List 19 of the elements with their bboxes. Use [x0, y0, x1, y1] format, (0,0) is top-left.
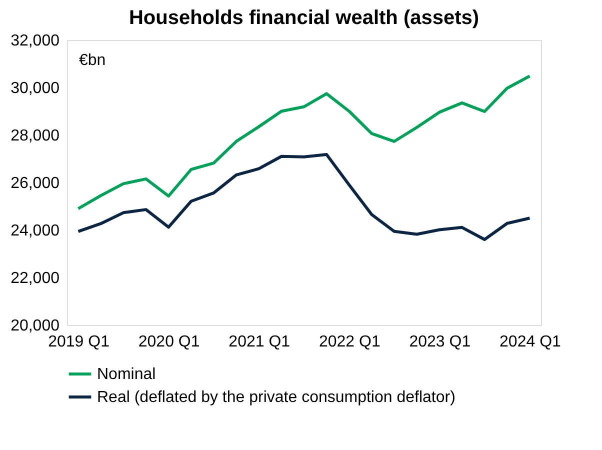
x-tick-label: 2023 Q1 [409, 334, 471, 350]
y-tick-label: 26,000 [10, 175, 60, 192]
line-series [76, 74, 532, 210]
y-tick-label: 32,000 [10, 32, 60, 50]
y-tick-label: 24,000 [10, 222, 60, 240]
x-tick-label: 2022 Q1 [318, 334, 380, 350]
chart-title: Households financial wealth (assets) [128, 7, 480, 29]
x-tick-label: 2021 Q1 [228, 334, 290, 350]
legend-label: Nominal [97, 366, 156, 383]
y-axis-title: €bn [79, 52, 106, 69]
line-series [76, 152, 532, 241]
y-tick-label: 20,000 [10, 318, 60, 334]
y-tick-label: 22,000 [10, 270, 60, 287]
x-tick-label: 2020 Q1 [138, 334, 200, 350]
y-tick-label: 28,000 [10, 128, 60, 144]
y-tick-label: 30,000 [10, 80, 60, 97]
x-tick-label: 2019 Q1 [48, 334, 110, 350]
legend-label: Real (deflated by the private consumption deflator) [97, 389, 456, 406]
x-tick-label: 2024 Q1 [500, 334, 562, 350]
